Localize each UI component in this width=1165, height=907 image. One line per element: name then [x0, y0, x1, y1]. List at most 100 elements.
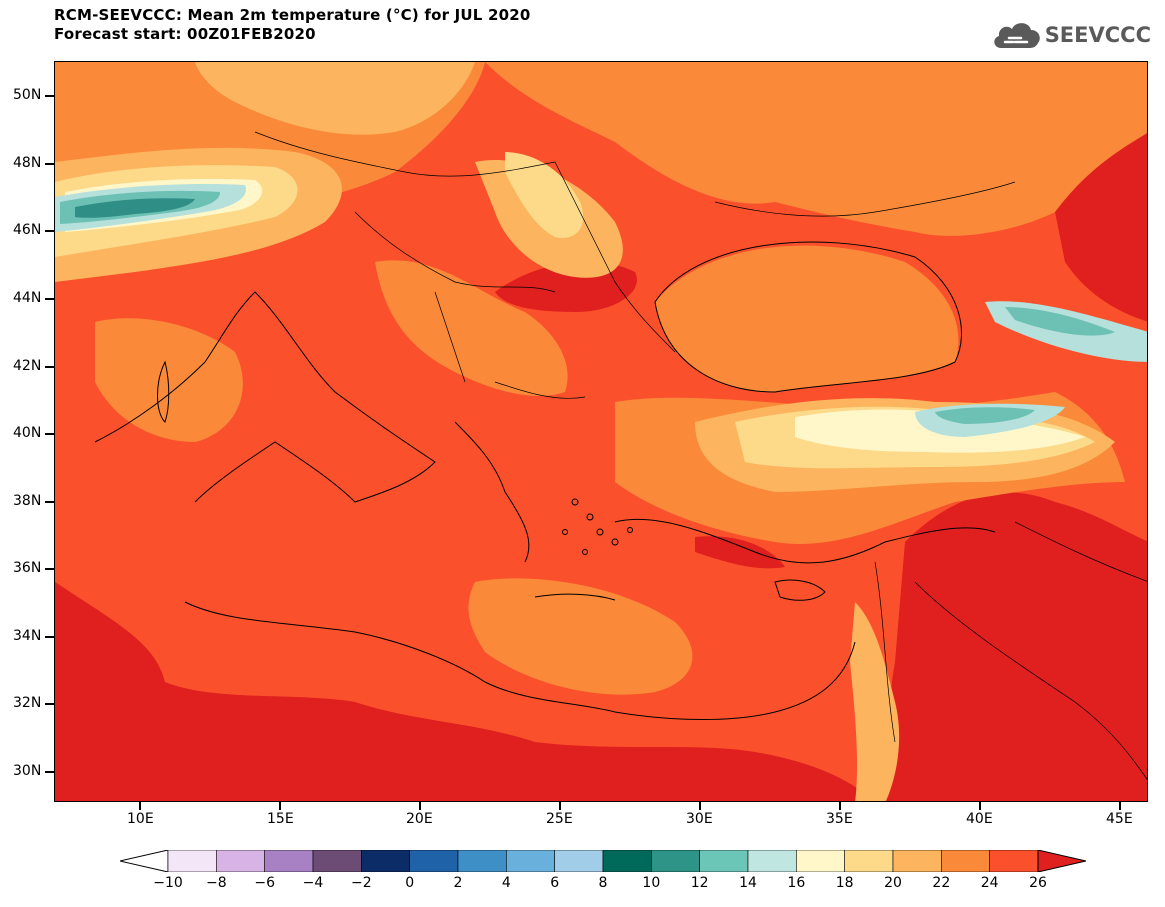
lat-tick — [45, 501, 54, 503]
title-line-2: Forecast start: 00Z01FEB2020 — [54, 25, 316, 43]
colorbar-cell — [989, 850, 1039, 872]
lat-label-50n: 50N — [13, 87, 42, 103]
colorbar-cell — [699, 850, 749, 872]
colorbar-cell — [941, 850, 990, 872]
colorbar-label: 14 — [739, 875, 757, 891]
colorbar-label: 26 — [1029, 875, 1047, 891]
lat-tick — [45, 568, 54, 570]
colorbar-label: −4 — [302, 875, 324, 891]
colorbar-label: 22 — [932, 875, 951, 891]
lat-label-34n: 34N — [13, 628, 42, 644]
lat-label-46n: 46N — [13, 222, 42, 238]
lat-label-44n: 44N — [13, 290, 42, 306]
colorbar-cell — [554, 850, 604, 872]
mild-region-levant — [850, 602, 900, 801]
lat-tick — [45, 703, 54, 705]
lat-tick — [45, 366, 54, 368]
colorbar-label: −2 — [351, 875, 372, 891]
colorbar-label: 18 — [835, 875, 854, 891]
lat-tick — [45, 95, 54, 97]
colorbar-label: 16 — [787, 875, 806, 891]
colorbar-label: 10 — [642, 875, 661, 891]
colorbar — [120, 850, 1086, 872]
lat-label-48n: 48N — [13, 155, 42, 171]
warm-region-balkans — [375, 260, 568, 396]
lat-tick — [45, 163, 54, 165]
logo-text: SEEVCCC — [1044, 23, 1151, 47]
lon-tick — [979, 802, 981, 810]
colorbar-label: −10 — [153, 875, 183, 891]
hot-region-anatolia-south — [695, 536, 785, 569]
colorbar-right-arrow — [1037, 850, 1086, 872]
colorbar-cell — [361, 850, 410, 872]
lon-label-35e: 35E — [826, 811, 853, 827]
warm-region-east-europe — [485, 62, 1147, 236]
mild-region-north — [195, 62, 475, 135]
colorbar-label: 8 — [598, 875, 608, 891]
hot-region-africa — [55, 582, 873, 801]
title-line-1: RCM-SEEVCCC: Mean 2m temperature (°C) fo… — [54, 6, 531, 24]
colorbar-label: 2 — [453, 875, 463, 891]
lon-tick — [1119, 802, 1121, 810]
lat-tick — [45, 298, 54, 300]
lon-tick — [699, 802, 701, 810]
teal-region-caucasus — [1005, 307, 1115, 336]
colorbar-label: 4 — [501, 875, 511, 891]
colorbar-cell — [747, 850, 797, 872]
colorbar-left-arrow — [120, 850, 169, 872]
lat-label-36n: 36N — [13, 560, 42, 576]
warm-region-italy — [95, 318, 243, 442]
lat-label-42n: 42N — [13, 358, 42, 374]
teal-region-anatolia — [935, 407, 1035, 424]
lon-tick — [559, 802, 561, 810]
colorbar-cell — [312, 850, 362, 872]
teal-dark-region-alps — [75, 198, 195, 218]
lon-label-30e: 30E — [686, 811, 713, 827]
colorbar-cell — [844, 850, 894, 872]
pale-region-carpathians — [505, 152, 584, 238]
colorbar-cell — [651, 850, 700, 872]
hot-region-caucasus — [1055, 133, 1147, 322]
lat-tick — [45, 230, 54, 232]
hot-region-middle-east — [885, 492, 1147, 801]
lon-label-15e: 15E — [267, 811, 294, 827]
lon-label-45e: 45E — [1106, 811, 1133, 827]
colorbar-label: 6 — [550, 875, 560, 891]
colorbar-cell — [892, 850, 942, 872]
colorbar-label: −6 — [254, 875, 275, 891]
colorbar-labels: −10 −8 −6 −4 −2 0 2 4 6 8 10 12 14 16 18 20 22 24 26 — [0, 875, 1165, 893]
lat-tick — [45, 636, 54, 638]
colorbar-label: 24 — [980, 875, 999, 891]
colorbar-label: 0 — [405, 875, 415, 891]
colorbar-label: 20 — [884, 875, 902, 891]
country-borders — [254, 131, 1147, 780]
lat-tick — [45, 433, 54, 435]
colorbar-cells — [167, 850, 1039, 872]
lon-label-20e: 20E — [406, 811, 433, 827]
map-field — [55, 62, 1147, 801]
aegean-islands — [534, 498, 633, 601]
colorbar-cell — [409, 850, 459, 872]
lat-label-30n: 30N — [13, 763, 42, 779]
lat-tick — [45, 771, 54, 773]
colorbar-cell — [602, 850, 652, 872]
colorbar-cell — [264, 850, 314, 872]
lat-label-38n: 38N — [13, 493, 42, 509]
cloud-icon — [994, 23, 1040, 48]
lon-label-40e: 40E — [966, 811, 993, 827]
lon-label-10e: 10E — [127, 811, 154, 827]
warm-region-black-sea — [655, 245, 959, 392]
temperature-map — [54, 61, 1148, 802]
colorbar-cell — [796, 850, 845, 872]
seevccc-logo: SEEVCCC — [991, 18, 1151, 52]
lon-tick — [139, 802, 141, 810]
lat-label-40n: 40N — [13, 425, 42, 441]
lon-tick — [279, 802, 281, 810]
lon-tick — [419, 802, 421, 810]
colorbar-cell — [506, 850, 555, 872]
colorbar-label: 12 — [690, 875, 709, 891]
colorbar-cell — [457, 850, 507, 872]
colorbar-cell — [216, 850, 265, 872]
lon-tick — [839, 802, 841, 810]
coastlines — [94, 241, 996, 720]
